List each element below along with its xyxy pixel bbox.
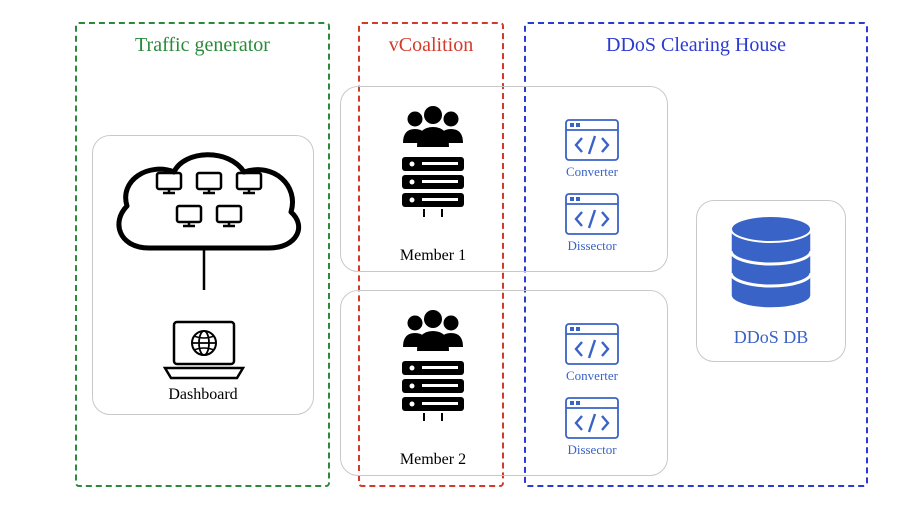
people-icon xyxy=(397,307,469,351)
member-label-1: Member 1 xyxy=(341,247,525,265)
database-icon xyxy=(725,213,817,321)
tool-label: Dissector xyxy=(556,238,628,254)
traffic-generator-panel: Dashboard xyxy=(92,135,314,415)
tool-label: Dissector xyxy=(556,442,628,458)
tool-label: Converter xyxy=(556,368,628,384)
code-window-icon xyxy=(564,192,620,236)
code-window-icon xyxy=(564,118,620,162)
server-icon xyxy=(398,359,468,423)
region-title-clearing-house: DDoS Clearing House xyxy=(526,34,866,57)
tool-converter-2: Converter xyxy=(556,322,628,384)
tool-converter-1: Converter xyxy=(556,118,628,180)
dashboard-label: Dashboard xyxy=(93,386,313,404)
tool-label: Converter xyxy=(556,164,628,180)
cloud-botnet-icon xyxy=(99,140,309,290)
region-title-traffic-generator: Traffic generator xyxy=(77,34,328,57)
tool-dissector-2: Dissector xyxy=(556,396,628,458)
tool-dissector-1: Dissector xyxy=(556,192,628,254)
server-icon xyxy=(398,155,468,219)
ddosdb-panel: DDoS DB xyxy=(696,200,846,362)
region-title-vcoalition: vCoalition xyxy=(360,34,502,57)
member-label-2: Member 2 xyxy=(341,451,525,469)
code-window-icon xyxy=(564,322,620,366)
people-icon xyxy=(397,103,469,147)
dashboard-laptop-icon xyxy=(159,318,249,388)
ddosdb-label: DDoS DB xyxy=(697,327,845,348)
code-window-icon xyxy=(564,396,620,440)
